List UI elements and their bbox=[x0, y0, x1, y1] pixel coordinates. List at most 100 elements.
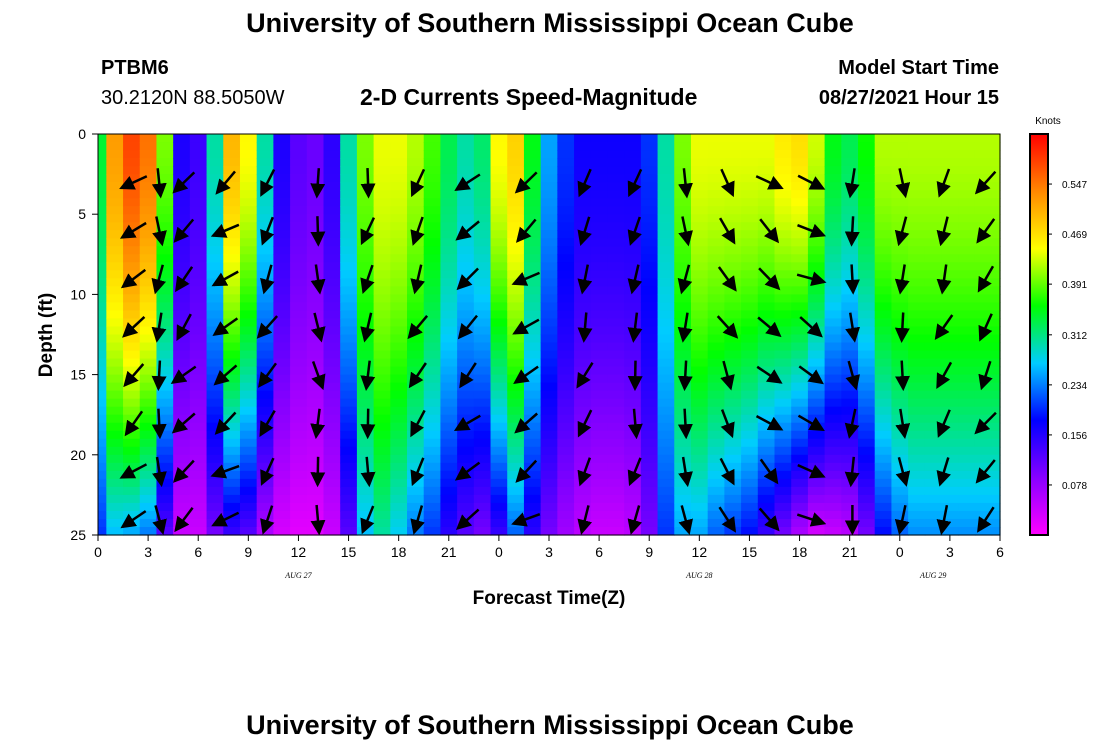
heatmap-cell bbox=[173, 254, 191, 263]
heatmap-cell bbox=[574, 150, 592, 159]
colorbar-tick-label: 0.312 bbox=[1062, 331, 1087, 342]
heatmap-cell bbox=[757, 486, 776, 496]
heatmap-cell bbox=[156, 262, 174, 271]
current-vector bbox=[844, 168, 860, 199]
heatmap-cell bbox=[640, 206, 659, 215]
current-vector bbox=[119, 175, 148, 190]
heatmap-cell bbox=[239, 342, 258, 352]
current-vector bbox=[758, 507, 780, 532]
heatmap-cell bbox=[173, 510, 191, 520]
heatmap-cell bbox=[173, 302, 191, 312]
heatmap-cell bbox=[323, 262, 341, 271]
current-vector bbox=[934, 314, 954, 340]
heatmap-cell bbox=[423, 254, 442, 263]
heatmap-cell bbox=[958, 326, 976, 336]
current-vector bbox=[152, 456, 167, 488]
heatmap-cell bbox=[340, 150, 358, 159]
heatmap-cell bbox=[440, 526, 458, 536]
heatmap-cell bbox=[106, 206, 124, 215]
heatmap-cell bbox=[874, 462, 893, 472]
heatmap-cell bbox=[891, 174, 909, 183]
heatmap-cell bbox=[624, 406, 642, 416]
heatmap-cell bbox=[824, 166, 842, 175]
current-vector bbox=[410, 409, 426, 438]
heatmap-cell bbox=[356, 358, 375, 368]
heatmap-cell bbox=[189, 262, 208, 271]
heatmap-cell bbox=[473, 286, 492, 295]
current-vector bbox=[258, 362, 278, 388]
heatmap-cell bbox=[423, 174, 442, 183]
current-vector bbox=[151, 408, 167, 440]
heatmap-cell bbox=[98, 486, 107, 496]
heatmap-cell bbox=[791, 278, 809, 287]
heatmap-cell bbox=[924, 510, 943, 520]
heatmap-cell bbox=[657, 150, 675, 159]
heatmap-cell bbox=[657, 254, 675, 263]
heatmap-cell bbox=[189, 342, 208, 352]
heatmap-cell bbox=[457, 254, 475, 263]
heatmap-cell bbox=[908, 374, 926, 384]
heatmap-cell bbox=[206, 254, 224, 263]
heatmap-cell bbox=[774, 374, 792, 384]
heatmap-cell bbox=[206, 238, 224, 247]
heatmap-cell bbox=[540, 302, 558, 312]
heatmap-cell bbox=[540, 334, 558, 344]
heatmap-cell bbox=[757, 334, 776, 344]
heatmap-cell bbox=[473, 406, 492, 416]
heatmap-cell bbox=[657, 390, 675, 400]
heatmap-cell bbox=[407, 190, 425, 199]
current-vector bbox=[256, 315, 279, 339]
heatmap-cell bbox=[290, 222, 308, 231]
heatmap-cell bbox=[540, 502, 558, 512]
heatmap-cell bbox=[908, 462, 926, 472]
heatmap-cell bbox=[490, 174, 508, 183]
heatmap-cell bbox=[106, 270, 124, 279]
heatmap-cell bbox=[473, 366, 492, 376]
heatmap-cell bbox=[807, 262, 826, 271]
heatmap-cell bbox=[523, 374, 542, 384]
heatmap-cell bbox=[390, 486, 408, 496]
heatmap-cell bbox=[624, 206, 642, 215]
heatmap-cell bbox=[173, 318, 191, 328]
heatmap-cell bbox=[523, 302, 542, 312]
heatmap-cell bbox=[106, 334, 124, 344]
heatmap-cell bbox=[273, 382, 291, 392]
heatmap-cell bbox=[624, 134, 642, 143]
heatmap-cell bbox=[607, 518, 625, 528]
heatmap-cell bbox=[607, 510, 625, 520]
heatmap-cell bbox=[791, 206, 809, 215]
heatmap-cell bbox=[457, 342, 475, 352]
heatmap-cell bbox=[657, 350, 675, 360]
heatmap-cell bbox=[958, 422, 976, 432]
heatmap-cell bbox=[707, 446, 725, 456]
heatmap-cell bbox=[356, 406, 375, 416]
heatmap-cell bbox=[757, 342, 776, 352]
heatmap-cell bbox=[239, 286, 258, 295]
current-vector bbox=[577, 409, 593, 438]
heatmap-cell bbox=[841, 334, 859, 344]
heatmap-cell bbox=[139, 398, 158, 408]
heatmap-cell bbox=[407, 502, 425, 512]
heatmap-cell bbox=[824, 430, 842, 440]
heatmap-cell bbox=[724, 334, 742, 344]
heatmap-cell bbox=[423, 142, 442, 151]
heatmap-cell bbox=[707, 414, 725, 424]
heatmap-cell bbox=[941, 502, 959, 512]
heatmap-cell bbox=[774, 494, 792, 504]
heatmap-cell bbox=[607, 142, 625, 151]
current-vector bbox=[936, 264, 952, 295]
heatmap-cell bbox=[824, 254, 842, 263]
heatmap-cell bbox=[924, 262, 943, 271]
heatmap-cell bbox=[624, 254, 642, 263]
heatmap-cell bbox=[807, 334, 826, 344]
heatmap-cell bbox=[457, 310, 475, 320]
heatmap-cell bbox=[741, 406, 759, 416]
heatmap-cell bbox=[924, 198, 943, 207]
heatmap-cell bbox=[106, 142, 124, 151]
heatmap-cell bbox=[941, 414, 959, 424]
heatmap-cell bbox=[724, 150, 742, 159]
heatmap-cell bbox=[290, 494, 308, 504]
heatmap-cell bbox=[774, 262, 792, 271]
heatmap-cell bbox=[273, 158, 291, 167]
heatmap-cell bbox=[256, 446, 274, 456]
